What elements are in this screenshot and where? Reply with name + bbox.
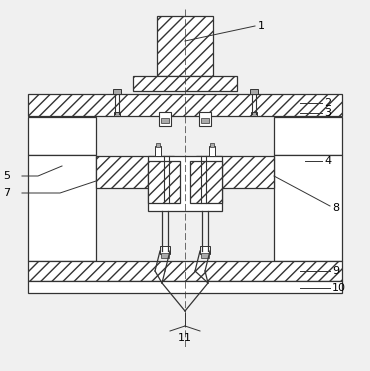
Bar bbox=[133, 76, 237, 91]
Bar bbox=[196, 156, 274, 188]
Bar bbox=[274, 117, 342, 155]
Text: 1: 1 bbox=[258, 21, 265, 31]
Bar bbox=[113, 89, 121, 94]
Text: 7: 7 bbox=[3, 188, 10, 198]
Bar bbox=[28, 94, 342, 116]
Text: 2: 2 bbox=[324, 98, 331, 108]
Text: 8: 8 bbox=[332, 203, 339, 213]
Bar bbox=[148, 156, 222, 211]
Bar bbox=[201, 118, 209, 123]
Bar bbox=[161, 253, 169, 258]
Bar bbox=[200, 246, 210, 254]
Bar bbox=[28, 281, 342, 293]
Bar bbox=[251, 112, 257, 116]
Bar bbox=[156, 143, 160, 147]
Bar bbox=[190, 161, 222, 203]
Bar bbox=[155, 146, 161, 156]
Bar bbox=[159, 112, 171, 126]
Text: 5: 5 bbox=[3, 171, 10, 181]
Text: 10: 10 bbox=[332, 283, 346, 293]
Text: 4: 4 bbox=[324, 156, 331, 166]
Bar bbox=[114, 112, 120, 116]
Bar bbox=[274, 155, 342, 261]
Bar bbox=[148, 161, 180, 203]
Bar bbox=[199, 112, 211, 126]
Text: 3: 3 bbox=[324, 108, 331, 118]
Bar bbox=[201, 253, 209, 258]
Bar bbox=[250, 89, 258, 94]
Bar bbox=[210, 143, 214, 147]
Bar bbox=[28, 155, 96, 261]
Bar bbox=[28, 117, 96, 155]
Text: 9: 9 bbox=[332, 266, 339, 276]
Bar bbox=[28, 261, 342, 281]
Bar bbox=[209, 146, 215, 156]
Bar bbox=[161, 118, 169, 123]
Text: 11: 11 bbox=[178, 333, 192, 343]
Bar bbox=[157, 16, 213, 76]
Bar bbox=[160, 246, 170, 254]
Bar bbox=[96, 156, 174, 188]
